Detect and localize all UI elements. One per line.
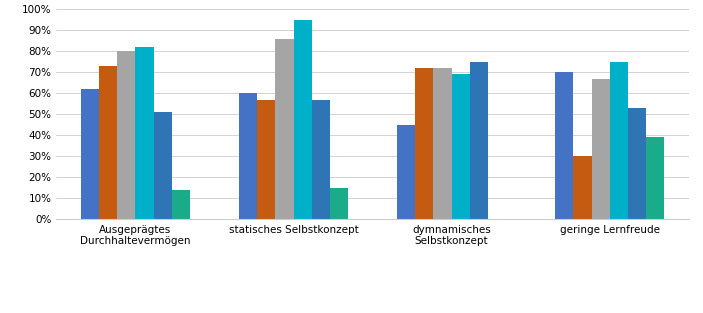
Bar	[574, 156, 592, 219]
Bar	[135, 47, 153, 219]
Bar	[434, 68, 451, 219]
Bar	[397, 125, 415, 219]
Bar	[311, 100, 330, 219]
Bar	[239, 93, 257, 219]
Bar	[81, 89, 99, 219]
Bar	[172, 190, 190, 219]
Bar	[293, 20, 311, 219]
Bar	[555, 72, 574, 219]
Bar	[628, 108, 646, 219]
Bar	[330, 187, 348, 219]
Bar	[646, 137, 664, 219]
Bar	[153, 112, 172, 219]
Bar	[592, 79, 610, 219]
Bar	[451, 74, 470, 219]
Bar	[415, 68, 434, 219]
Bar	[276, 39, 294, 219]
Bar	[117, 51, 135, 219]
Bar	[610, 62, 628, 219]
Legend: Lernschwierigkeiten, Schule vermissen, Angst um Noten und Abschlüsse, Angst um G: Lernschwierigkeiten, Schule vermissen, A…	[127, 312, 618, 313]
Bar	[99, 66, 117, 219]
Bar	[470, 62, 488, 219]
Bar	[257, 100, 276, 219]
